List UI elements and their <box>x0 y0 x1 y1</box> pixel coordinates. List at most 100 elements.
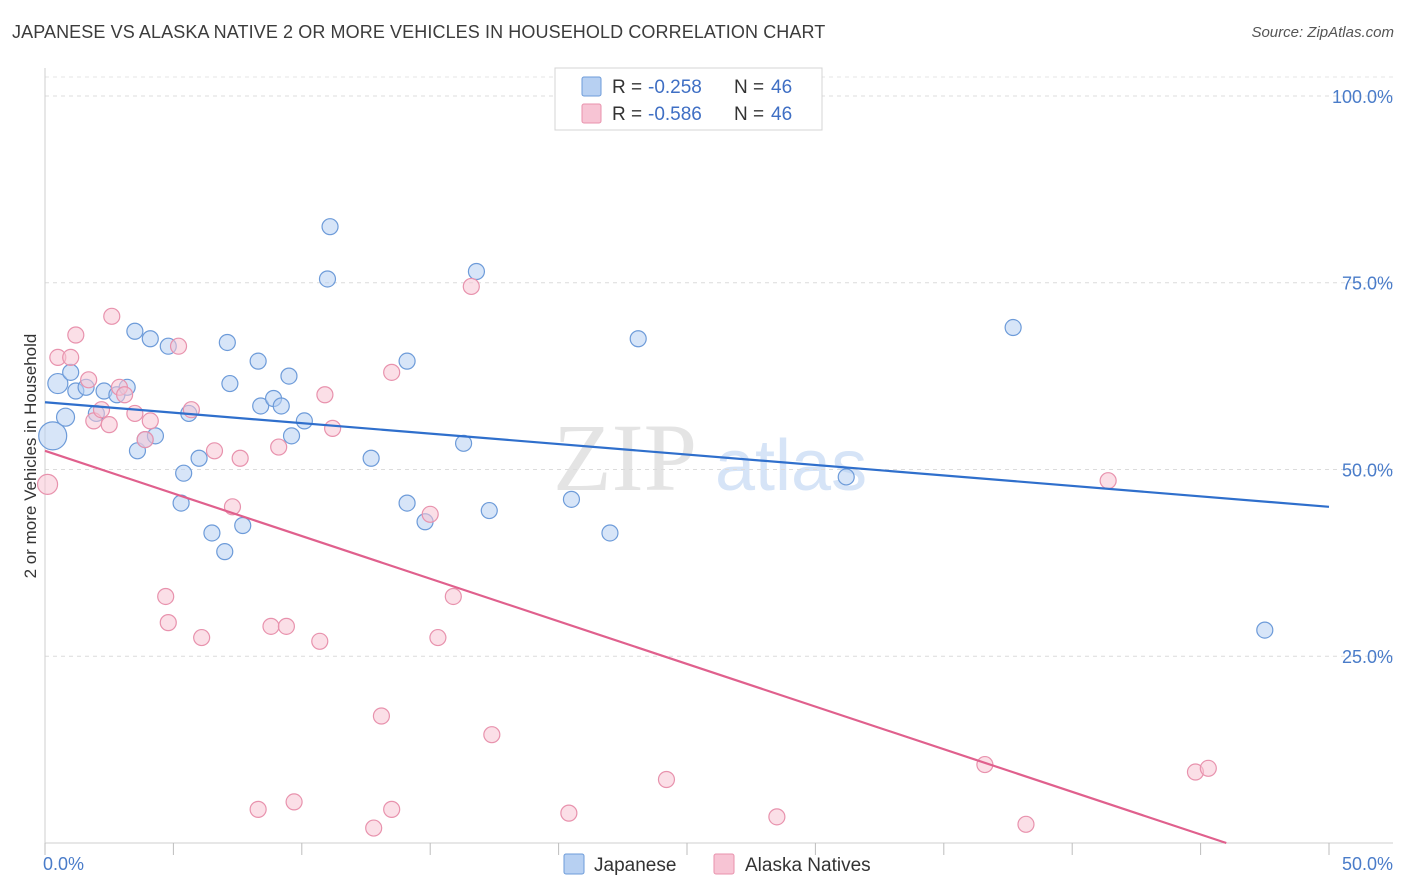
data-point <box>1199 759 1217 777</box>
data-point <box>136 430 154 449</box>
legend-n-value-japanese: 46 <box>771 77 792 98</box>
legend-n-label-alaska: N = <box>734 104 764 125</box>
data-point <box>429 628 447 647</box>
data-point <box>36 473 59 496</box>
data-point <box>193 628 211 647</box>
data-point <box>372 707 391 725</box>
legend-swatch-japanese <box>581 76 602 97</box>
legend-n-label-japanese: N = <box>734 77 764 98</box>
data-point <box>421 505 439 523</box>
bottom-legend-swatch-alaska <box>713 853 735 875</box>
data-point <box>159 614 177 632</box>
data-point <box>231 449 249 467</box>
data-point <box>62 363 80 381</box>
x-tick-label-max: 50.0% <box>1342 854 1393 874</box>
data-point <box>483 726 501 744</box>
data-point <box>316 386 334 404</box>
legend-swatch-alaska <box>581 103 602 124</box>
data-point <box>169 337 188 355</box>
data-point <box>480 501 498 520</box>
y-tick-label: 50.0% <box>1342 460 1393 480</box>
data-point <box>249 800 267 818</box>
data-point <box>444 587 462 606</box>
y-axis-label: 2 or more Vehicles in Household <box>21 334 40 579</box>
data-point <box>141 330 159 348</box>
x-tick-label-min: 0.0% <box>43 854 84 874</box>
y-axis-tick-labels: 100.0% 75.0% 50.0% 25.0% <box>1332 87 1393 667</box>
chart-title: JAPANESE VS ALASKA NATIVE 2 OR MORE VEHI… <box>12 22 826 42</box>
data-point <box>103 307 121 325</box>
trend-line-japanese <box>44 401 1330 508</box>
data-point <box>126 322 144 340</box>
data-point <box>126 404 144 423</box>
data-point <box>837 468 855 486</box>
data-point <box>67 326 85 344</box>
data-point <box>1256 621 1274 639</box>
data-point <box>216 543 234 561</box>
series-legend: Japanese Alaska Natives <box>563 853 871 876</box>
data-point <box>205 442 224 460</box>
grid <box>45 76 1393 657</box>
data-point <box>116 386 134 404</box>
data-point <box>80 371 98 389</box>
data-point <box>100 416 118 434</box>
legend-r-label-japanese: R = <box>612 77 642 98</box>
legend-n-value-alaska: 46 <box>771 104 792 125</box>
bottom-legend-label-alaska: Alaska Natives <box>745 855 871 876</box>
data-point <box>270 438 288 456</box>
data-point <box>560 804 578 822</box>
trend-line-alaska <box>44 449 1227 845</box>
data-point <box>1099 472 1117 490</box>
data-point <box>398 352 416 370</box>
data-point <box>768 808 786 826</box>
data-point <box>175 464 193 482</box>
data-point <box>157 587 175 606</box>
chart-source: Source: ZipAtlas.com <box>1251 24 1394 41</box>
data-point <box>234 516 252 535</box>
data-point <box>280 367 298 385</box>
watermark-atlas: atlas <box>715 426 867 506</box>
data-point <box>657 770 676 789</box>
data-point <box>311 632 329 650</box>
data-point <box>321 218 339 236</box>
trend-lines <box>44 401 1330 845</box>
data-point <box>62 348 80 367</box>
data-point <box>383 800 401 818</box>
series-alaska-natives <box>36 277 1217 837</box>
data-point <box>362 449 380 467</box>
data-point <box>190 449 208 467</box>
data-point <box>252 397 270 415</box>
data-point <box>467 262 486 281</box>
data-point <box>47 372 69 395</box>
data-point <box>398 494 416 512</box>
data-point <box>324 419 342 437</box>
data-point <box>141 412 159 430</box>
data-point <box>55 407 76 427</box>
data-point <box>221 374 239 393</box>
data-point <box>462 277 480 296</box>
data-point <box>383 363 401 381</box>
data-point <box>295 412 313 430</box>
data-point <box>92 401 111 419</box>
data-point <box>318 270 337 288</box>
y-tick-label: 25.0% <box>1342 647 1393 667</box>
data-point <box>282 427 301 445</box>
data-point <box>38 421 68 451</box>
data-point <box>562 490 581 508</box>
legend-r-label-alaska: R = <box>612 104 642 125</box>
data-point <box>272 397 290 415</box>
data-point <box>285 793 303 811</box>
bottom-legend-label-japanese: Japanese <box>594 855 676 876</box>
data-point <box>629 330 647 348</box>
data-point <box>1017 815 1035 833</box>
data-point <box>218 333 236 352</box>
x-axis-ticks <box>44 843 1330 855</box>
y-tick-label: 75.0% <box>1342 274 1393 294</box>
y-tick-label: 100.0% <box>1332 87 1393 107</box>
data-point <box>365 819 383 837</box>
data-point <box>249 352 267 370</box>
data-point <box>1004 318 1022 337</box>
data-point <box>203 524 221 542</box>
data-point <box>262 617 280 635</box>
